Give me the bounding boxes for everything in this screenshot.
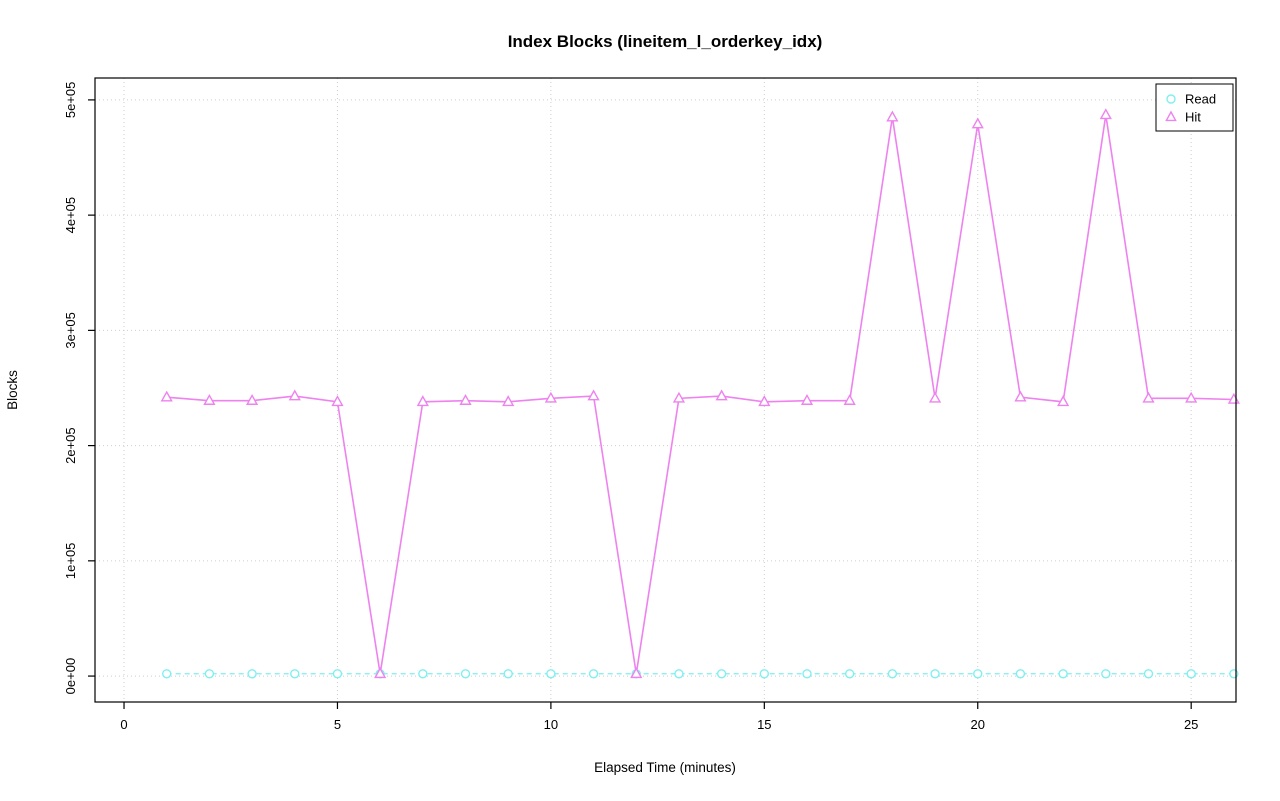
marker-circle-read (1015, 669, 1026, 679)
x-tick-label: 5 (334, 717, 341, 732)
marker-triangle-hit (459, 394, 472, 405)
marker-triangle-hit (1057, 395, 1070, 407)
marker-circle-read (716, 669, 727, 679)
y-tick-label: 2e+05 (63, 427, 78, 464)
marker-circle-read (546, 669, 556, 679)
marker-triangle-hit (928, 391, 942, 403)
marker-circle-read (844, 669, 855, 679)
plot-layer: 0 5 10 15 20 25 0e+00 1e+05 2e+05 3e+05 4e+05 5e+05… (63, 77, 1240, 732)
x-tick-label: 0 (120, 717, 127, 732)
marker-triangle-hit (288, 389, 301, 401)
marker-circle-read (973, 669, 983, 679)
y-tick-label: 1e+05 (63, 543, 78, 580)
y-axis-label: Blocks (5, 370, 20, 410)
marker-triangle-hit (672, 391, 686, 403)
x-axis-label: Elapsed Time (minutes) (594, 760, 736, 775)
legend-marker-hit (1165, 110, 1177, 122)
marker-triangle-hit (331, 395, 344, 407)
legend-box (1155, 83, 1234, 132)
marker-triangle-hit (416, 395, 429, 407)
marker-triangle-hit (587, 389, 600, 401)
marker-triangle-hit (245, 394, 259, 405)
legend-marker-read (1166, 94, 1176, 104)
marker-triangle-hit (971, 117, 984, 129)
marker-circle-read (759, 669, 770, 679)
marker-triangle-hit (1014, 390, 1027, 402)
marker-triangle-hit (544, 391, 557, 403)
marker-circle-read (588, 669, 599, 679)
marker-circle-read (674, 669, 684, 679)
y-tick-label: 5e+05 (63, 82, 78, 119)
marker-circle-read (802, 669, 812, 679)
marker-circle-read (1101, 669, 1111, 679)
marker-triangle-hit (715, 389, 728, 401)
x-tick-label: 25 (1184, 717, 1198, 732)
marker-circle-read (162, 669, 172, 679)
legend: Read Hit (1155, 83, 1234, 132)
series-line-hit (166, 114, 1234, 674)
marker-circle-read (1229, 669, 1239, 679)
y-tick-label: 4e+05 (63, 197, 78, 234)
marker-circle-read (1143, 669, 1154, 679)
plot-box (94, 77, 1237, 703)
marker-circle-read (290, 669, 300, 679)
y-tick-label: 0e+00 (63, 658, 78, 695)
legend-label-hit: Hit (1185, 110, 1201, 125)
marker-triangle-hit (1099, 108, 1112, 120)
marker-circle-read (247, 669, 257, 679)
marker-circle-read (930, 669, 940, 679)
chart-title: Index Blocks (lineitem_l_orderkey_idx) (508, 32, 823, 51)
x-tick-label: 20 (971, 717, 985, 732)
x-tick-label: 10 (544, 717, 558, 732)
marker-circle-read (1058, 669, 1068, 679)
marker-circle-read (418, 669, 428, 679)
marker-circle-read (503, 669, 513, 679)
marker-triangle-hit (758, 395, 771, 407)
marker-circle-read (332, 669, 343, 679)
marker-triangle-hit (1185, 391, 1198, 403)
legend-label-read: Read (1185, 92, 1216, 107)
marker-triangle-hit (800, 394, 814, 405)
marker-triangle-hit (1142, 391, 1155, 403)
marker-triangle-hit (886, 110, 899, 122)
marker-triangle-hit (374, 667, 387, 679)
marker-circle-read (1186, 669, 1196, 679)
marker-triangle-hit (160, 390, 173, 402)
marker-circle-read (204, 669, 215, 679)
marker-triangle-hit (203, 394, 216, 405)
marker-triangle-hit (502, 395, 515, 407)
y-tick-label: 3e+05 (63, 312, 78, 349)
marker-circle-read (460, 669, 471, 679)
marker-circle-read (887, 669, 898, 679)
marker-triangle-hit (843, 394, 856, 405)
x-tick-label: 15 (757, 717, 771, 732)
marker-triangle-hit (630, 667, 643, 679)
